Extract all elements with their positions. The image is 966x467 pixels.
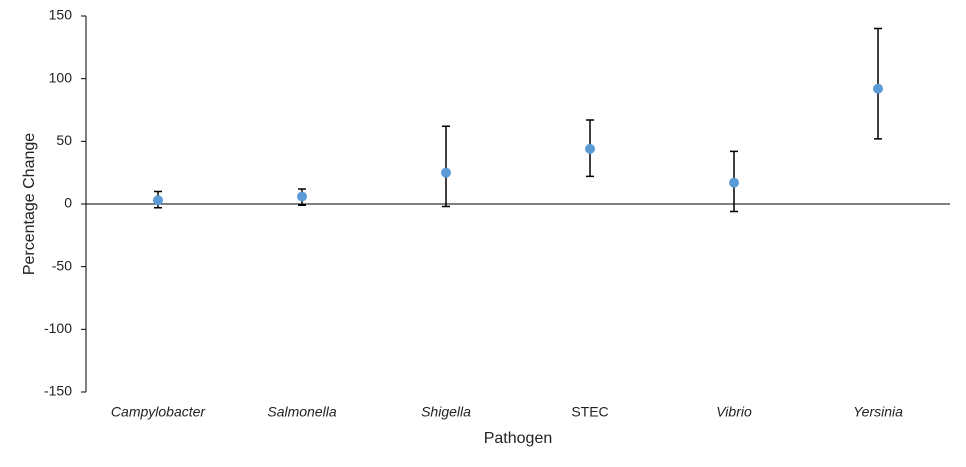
x-tick-label: Vibrio [716,404,752,420]
y-axis-label: Percentage Change [21,133,38,275]
x-tick-label: Shigella [421,404,471,420]
x-tick-label: Campylobacter [111,404,206,420]
y-tick-label: -150 [44,383,72,399]
y-tick-label: 50 [56,132,72,148]
error-bar [874,27,882,140]
y-tick-label: 150 [49,7,73,23]
point [153,195,163,206]
point [873,83,883,94]
error-bar [442,125,450,208]
point [297,191,307,202]
x-tick-label: Salmonella [267,404,336,420]
y-tick-label: -100 [44,320,72,336]
x-tick-label: STEC [571,404,608,420]
x-tick-label: Yersinia [853,404,903,420]
x-axis-label: Pathogen [484,430,553,447]
y-tick-label: -50 [52,257,72,273]
point [441,167,451,178]
point [585,143,595,154]
y-tick-label: 100 [49,69,73,85]
y-tick-label: 0 [64,195,72,211]
point [729,177,739,188]
